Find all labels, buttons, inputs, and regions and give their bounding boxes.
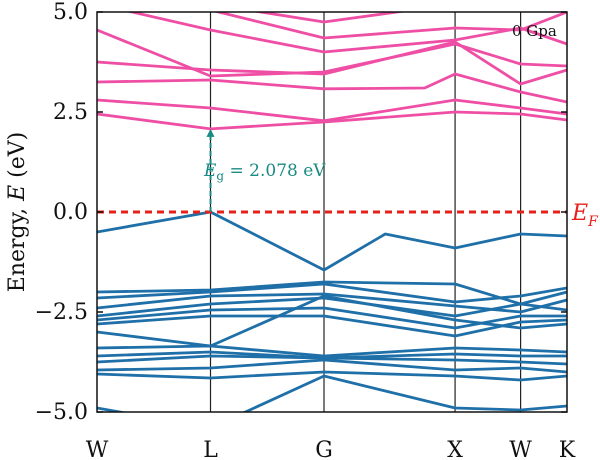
valence-band-3 bbox=[97, 282, 567, 304]
y-tick-label: −5.0 bbox=[35, 400, 88, 425]
conduction-band-6 bbox=[125, 12, 567, 54]
y-tick-label: 0.0 bbox=[53, 200, 88, 225]
conduction-band-8 bbox=[252, 12, 408, 24]
conduction-band-1 bbox=[97, 110, 567, 131]
x-tick-label: K bbox=[559, 438, 576, 460]
valence-band-11 bbox=[97, 354, 567, 366]
y-axis-label: Energy, E (eV) bbox=[5, 132, 30, 292]
conduction-band-4 bbox=[97, 40, 567, 86]
valence-band-2 bbox=[97, 280, 567, 306]
x-tick-label: W bbox=[86, 438, 109, 460]
x-tick-label: G bbox=[315, 438, 333, 460]
conduction-band-2 bbox=[97, 98, 567, 123]
x-tick-label: W bbox=[509, 438, 532, 460]
y-tick-label: 5.0 bbox=[53, 0, 88, 25]
y-tick-label: −2.5 bbox=[35, 300, 88, 325]
valence-band-14 bbox=[97, 374, 567, 412]
conduction-band-3 bbox=[97, 72, 567, 104]
valence-band-9 bbox=[97, 344, 567, 358]
valence-band-12 bbox=[97, 358, 567, 374]
bands bbox=[97, 12, 567, 412]
y-ticks: 5.0 2.5 0.0 −2.5 −5.0 bbox=[35, 0, 567, 425]
valence-band-10 bbox=[97, 350, 567, 360]
valence-band-1 bbox=[97, 210, 567, 272]
conduction-band-5 bbox=[97, 28, 567, 78]
y-tick-label: 2.5 bbox=[53, 100, 88, 125]
valence-band-7 bbox=[97, 314, 567, 338]
valence-band-6 bbox=[97, 306, 567, 330]
band-gap-label: Eg = 2.078 eV bbox=[203, 161, 326, 183]
valence-band-4 bbox=[97, 292, 567, 314]
x-tick-label: X bbox=[447, 438, 463, 460]
x-tick-label: L bbox=[203, 438, 218, 460]
valence-band-8 bbox=[97, 294, 567, 348]
fermi-level-label: EF bbox=[571, 201, 599, 230]
valence-band-13 bbox=[97, 370, 567, 382]
conduction-band-7 bbox=[212, 12, 567, 40]
pressure-label: 0 Gpa bbox=[512, 22, 557, 40]
